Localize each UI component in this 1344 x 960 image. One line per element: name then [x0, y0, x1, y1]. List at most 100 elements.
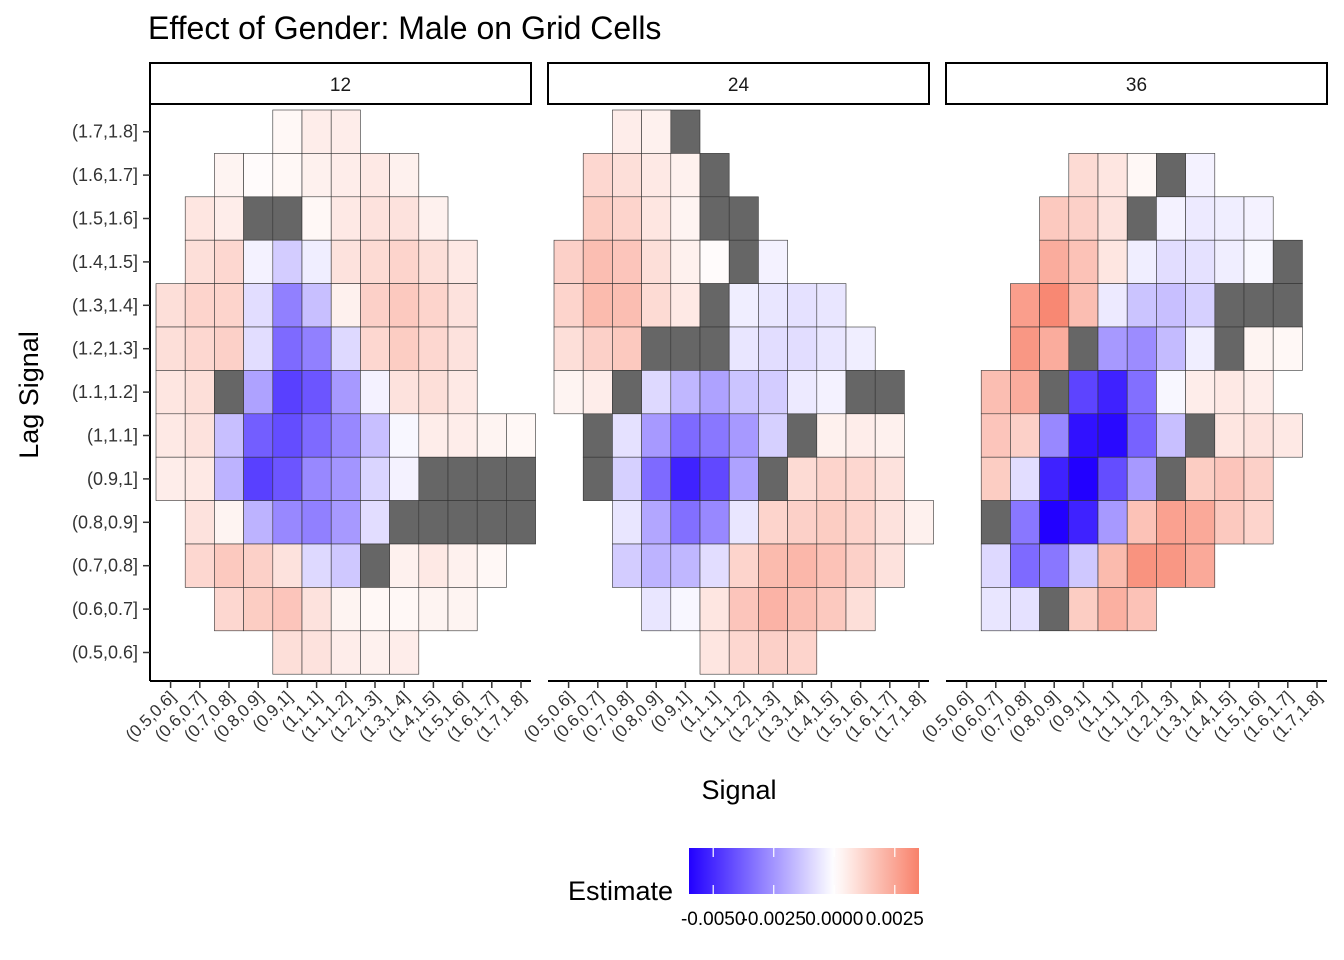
heatmap-cell: [582, 370, 613, 415]
heatmap-cell: [1010, 283, 1040, 328]
heatmap-cell: [506, 500, 536, 545]
heatmap-cell: [816, 370, 847, 415]
heatmap-cell: [641, 109, 672, 154]
y-tick-label: (1.1,1.2]: [72, 382, 138, 402]
heatmap-cell: [787, 543, 818, 588]
heatmap-cell: [1185, 283, 1216, 328]
heatmap-cell: [699, 196, 730, 241]
heatmap-cell: [699, 630, 730, 675]
heatmap-cell: [845, 370, 876, 415]
heatmap-cell: [330, 630, 361, 675]
heatmap-cell: [1010, 326, 1040, 371]
heatmap-cell: [389, 153, 420, 198]
facet-strip: [945, 62, 1328, 105]
heatmap-cell: [1039, 239, 1070, 284]
facet-strip-label: 24: [728, 75, 750, 96]
heatmap-cell: [243, 153, 274, 198]
y-axis-title: Lag Signal: [14, 331, 44, 459]
heatmap-cell: [476, 413, 507, 458]
heatmap-cell: [1156, 456, 1186, 501]
heatmap-cell: [758, 456, 788, 501]
heatmap-cell: [301, 196, 332, 241]
heatmap-cell: [301, 239, 332, 284]
heatmap-cell: [699, 153, 730, 198]
heatmap-cell: [670, 370, 701, 415]
heatmap-cell: [641, 587, 672, 632]
heatmap-cell: [845, 587, 876, 632]
heatmap-cell: [301, 109, 332, 154]
heatmap-cell: [1272, 239, 1303, 284]
heatmap-cell: [1126, 326, 1157, 371]
heatmap-cell: [670, 283, 701, 328]
heatmap-cell: [447, 500, 478, 545]
heatmap-cell: [1243, 500, 1274, 545]
heatmap-cell: [330, 196, 361, 241]
heatmap-cell: [787, 326, 818, 371]
heatmap-cell: [1068, 587, 1099, 632]
heatmap-cell: [1010, 500, 1040, 545]
heatmap-cell: [1039, 283, 1070, 328]
heatmap-cell: [272, 456, 303, 501]
heatmap-cell: [758, 326, 788, 371]
heatmap-cell: [1126, 153, 1157, 198]
heatmap-cell: [641, 283, 672, 328]
heatmap-cell: [272, 326, 303, 371]
heatmap-cell: [641, 239, 672, 284]
heatmap-cell: [360, 456, 390, 501]
heatmap-cell: [845, 456, 876, 501]
heatmap-cell: [243, 543, 274, 588]
heatmap-cell: [612, 283, 642, 328]
heatmap-cell: [1126, 456, 1157, 501]
heatmap-cell: [1185, 456, 1216, 501]
heatmap-cell: [670, 196, 701, 241]
heatmap-cell: [272, 413, 303, 458]
heatmap-cell: [1214, 370, 1245, 415]
heatmap-cell: [1097, 196, 1128, 241]
heatmap-cell: [330, 370, 361, 415]
heatmap-cell: [728, 326, 759, 371]
heatmap-cell: [360, 543, 390, 588]
legend-tick-label: 0.0025: [866, 909, 924, 930]
facet-strip-label: 12: [330, 75, 351, 96]
heatmap-cell: [1068, 196, 1099, 241]
heatmap-cell: [214, 587, 244, 632]
heatmap-cell: [874, 500, 905, 545]
heatmap-cell: [641, 456, 672, 501]
heatmap-cell: [758, 543, 788, 588]
heatmap-cell: [612, 109, 642, 154]
heatmap-cell: [728, 456, 759, 501]
heatmap-cell: [670, 543, 701, 588]
heatmap-cell: [214, 153, 244, 198]
heatmap-cell: [214, 239, 244, 284]
heatmap-cell: [1156, 370, 1186, 415]
heatmap-cell: [243, 587, 274, 632]
heatmap-cell: [330, 500, 361, 545]
heatmap-cell: [1185, 153, 1216, 198]
heatmap-cell: [418, 500, 449, 545]
heatmap-cell: [1097, 543, 1128, 588]
heatmap-cell: [1068, 456, 1099, 501]
heatmap-cell: [816, 587, 847, 632]
heatmap-cell: [582, 413, 613, 458]
heatmap-cell: [272, 283, 303, 328]
heatmap-cell: [301, 456, 332, 501]
heatmap-cell: [1214, 283, 1245, 328]
heatmap-cell: [360, 239, 390, 284]
heatmap-cell: [1039, 587, 1070, 632]
heatmap-cell: [728, 500, 759, 545]
heatmap-cell: [389, 587, 420, 632]
heatmap-cell: [670, 239, 701, 284]
heatmap-cell: [447, 587, 478, 632]
facet-strip: [149, 62, 532, 105]
facet-panel-36: 36(0.5,0.6](0.6,0.7](0.7,0.8](0.8,0.9](0…: [918, 62, 1328, 745]
heatmap-cell: [243, 370, 274, 415]
heatmap-cell: [845, 413, 876, 458]
heatmap-cell: [904, 500, 934, 545]
heatmap-cell: [1068, 413, 1099, 458]
heatmap-cell: [874, 456, 905, 501]
heatmap-cell: [1214, 239, 1245, 284]
heatmap-cell: [243, 196, 274, 241]
heatmap-cell: [506, 413, 536, 458]
heatmap-cell: [728, 196, 759, 241]
heatmap-cell: [699, 587, 730, 632]
